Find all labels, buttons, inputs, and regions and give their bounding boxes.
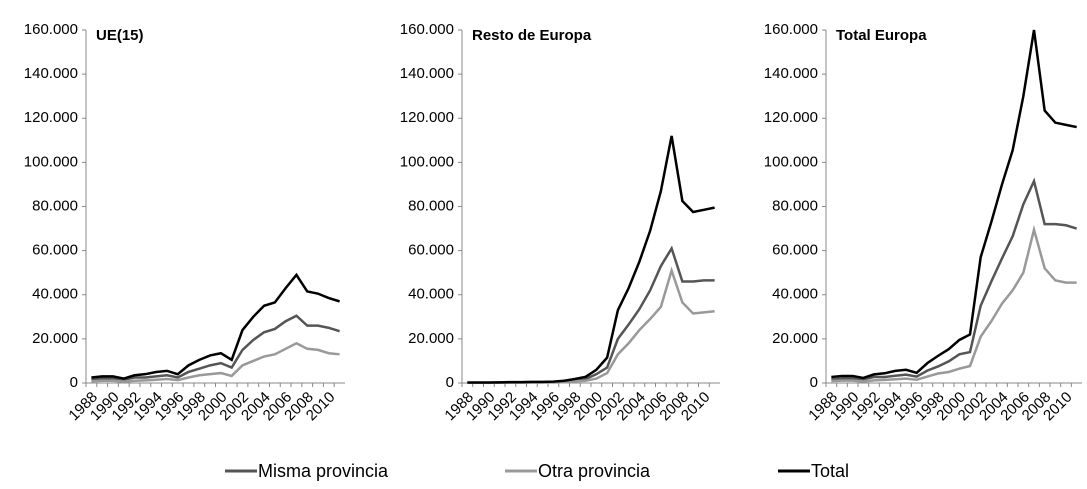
series-line	[91, 341, 340, 383]
series-line	[467, 135, 715, 384]
series-line	[831, 224, 1077, 383]
y-tick-label: 20.000	[32, 330, 78, 347]
y-tick-label: 120.000	[24, 109, 78, 126]
y-tick-label: 160.000	[764, 21, 818, 38]
y-tick-label: 40.000	[772, 286, 818, 303]
y-tick-label: 120.000	[400, 109, 454, 126]
y-tick-label: 80.000	[408, 197, 454, 214]
series-line	[831, 177, 1078, 381]
y-tick-label: 160.000	[24, 21, 78, 38]
y-tick-label: 20.000	[772, 330, 818, 347]
y-tick-label: 60.000	[772, 242, 818, 259]
y-tick-label: 60.000	[408, 242, 454, 259]
y-tick-label: 100.000	[24, 153, 78, 170]
chart-title: UE(15)	[96, 27, 144, 44]
y-tick-label: 40.000	[32, 286, 78, 303]
series-line	[831, 29, 1077, 380]
y-tick-label: 140.000	[764, 65, 818, 82]
series-line	[91, 314, 340, 381]
y-tick-label: 0	[810, 374, 818, 391]
legend-label: Total	[811, 461, 849, 481]
y-tick-label: 0	[70, 374, 78, 391]
y-tick-label: 0	[446, 374, 454, 391]
y-tick-label: 40.000	[408, 286, 454, 303]
y-tick-label: 100.000	[400, 153, 454, 170]
legend-label: Misma provincia	[258, 461, 389, 481]
y-tick-label: 160.000	[400, 21, 454, 38]
series-line	[467, 266, 715, 385]
y-tick-label: 80.000	[32, 197, 78, 214]
y-tick-label: 100.000	[764, 153, 818, 170]
chart-title: Resto de Europa	[472, 27, 592, 44]
y-tick-label: 20.000	[408, 330, 454, 347]
y-tick-label: 140.000	[400, 65, 454, 82]
y-tick-label: 140.000	[24, 65, 78, 82]
legend-label: Otra provincia	[538, 461, 651, 481]
series-line	[91, 272, 340, 380]
chart-title: Total Europa	[836, 27, 927, 44]
y-tick-label: 80.000	[772, 197, 818, 214]
y-tick-label: 120.000	[764, 109, 818, 126]
y-tick-label: 60.000	[32, 242, 78, 259]
series-line	[467, 245, 715, 385]
